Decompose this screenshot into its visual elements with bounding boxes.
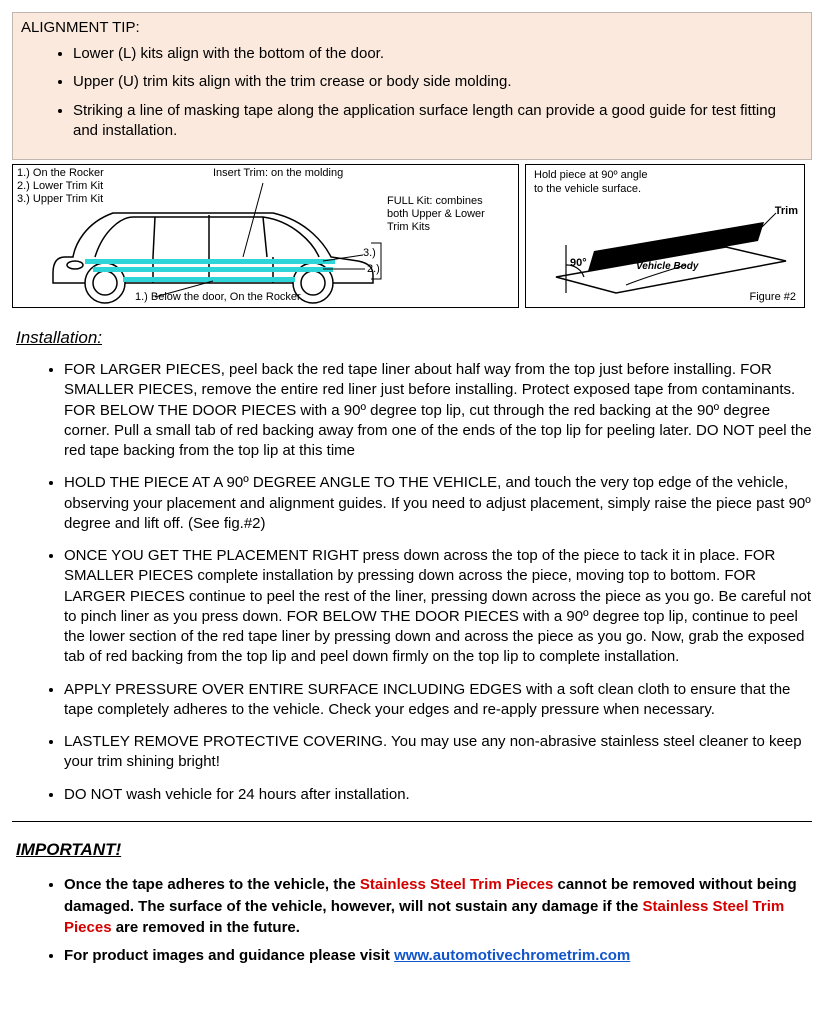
angle-diagram: Hold piece at 90º angle to the vehicle s…	[525, 164, 805, 308]
callout-1-text: Below the door, On the Rocker	[151, 291, 301, 303]
important-item: For product images and guidance please v…	[64, 945, 812, 967]
callout-2: 2.)	[367, 263, 380, 275]
full-kit-line: Trim Kits	[387, 221, 485, 234]
installation-item: APPLY PRESSURE OVER ENTIRE SURFACE INCLU…	[64, 680, 812, 721]
installation-item: ONCE YOU GET THE PLACEMENT RIGHT press d…	[64, 546, 812, 668]
installation-item: LASTLEY REMOVE PROTECTIVE COVERING. You …	[64, 732, 812, 773]
vehicle-body-label: Vehicle Body	[636, 261, 698, 272]
important-list: Once the tape adheres to the vehicle, th…	[12, 874, 812, 967]
tip-item: Striking a line of masking tape along th…	[73, 101, 803, 142]
callout-3: 3.)	[363, 247, 376, 259]
section-divider	[12, 821, 812, 822]
callout-1: 1.) Below the door, On the Rocker	[135, 291, 301, 303]
full-kit-line: FULL Kit: combines	[387, 195, 485, 208]
important-text: For product images and guidance please v…	[64, 947, 394, 964]
alignment-tip-box: ALIGNMENT TIP: Lower (L) kits align with…	[12, 12, 812, 160]
insert-trim-label: Insert Trim: on the molding	[213, 167, 343, 179]
important-text: are removed in the future.	[112, 919, 300, 936]
important-item: Once the tape adheres to the vehicle, th…	[64, 874, 812, 939]
trim-label: Trim	[775, 205, 798, 217]
diagram-legend: 1.) On the Rocker 2.) Lower Trim Kit 3.)…	[17, 167, 104, 207]
legend-line: 2.) Lower Trim Kit	[17, 180, 104, 193]
tip-item: Upper (U) trim kits align with the trim …	[73, 72, 803, 92]
important-text: Once the tape adheres to the vehicle, th…	[64, 876, 360, 893]
tip-list: Lower (L) kits align with the bottom of …	[21, 44, 803, 141]
tip-item: Lower (L) kits align with the bottom of …	[73, 44, 803, 64]
callout-1-num: 1.)	[135, 291, 148, 303]
angle-text-line: to the vehicle surface.	[534, 183, 648, 197]
installation-item: DO NOT wash vehicle for 24 hours after i…	[64, 785, 812, 805]
legend-line: 3.) Upper Trim Kit	[17, 193, 104, 206]
angle-instructions: Hold piece at 90º angle to the vehicle s…	[534, 169, 648, 197]
full-kit-line: both Upper & Lower	[387, 208, 485, 221]
product-link[interactable]: www.automotivechrometrim.com	[394, 947, 630, 964]
angle-text-line: Hold piece at 90º angle	[534, 169, 648, 183]
car-diagram: 1.) On the Rocker 2.) Lower Trim Kit 3.)…	[12, 164, 519, 308]
installation-list: FOR LARGER PIECES, peel back the red tap…	[12, 360, 812, 805]
installation-item: FOR LARGER PIECES, peel back the red tap…	[64, 360, 812, 461]
tip-title: ALIGNMENT TIP:	[21, 19, 803, 36]
installation-heading: Installation:	[16, 328, 812, 348]
angle-90-label: 90°	[570, 257, 587, 269]
diagrams-row: 1.) On the Rocker 2.) Lower Trim Kit 3.)…	[12, 164, 812, 308]
important-red-text: Stainless Steel Trim Pieces	[360, 876, 553, 893]
figure-label: Figure #2	[750, 291, 796, 303]
installation-item: HOLD THE PIECE AT A 90º DEGREE ANGLE TO …	[64, 473, 812, 534]
full-kit-label: FULL Kit: combines both Upper & Lower Tr…	[387, 195, 485, 235]
legend-line: 1.) On the Rocker	[17, 167, 104, 180]
important-heading: IMPORTANT!	[16, 840, 812, 860]
